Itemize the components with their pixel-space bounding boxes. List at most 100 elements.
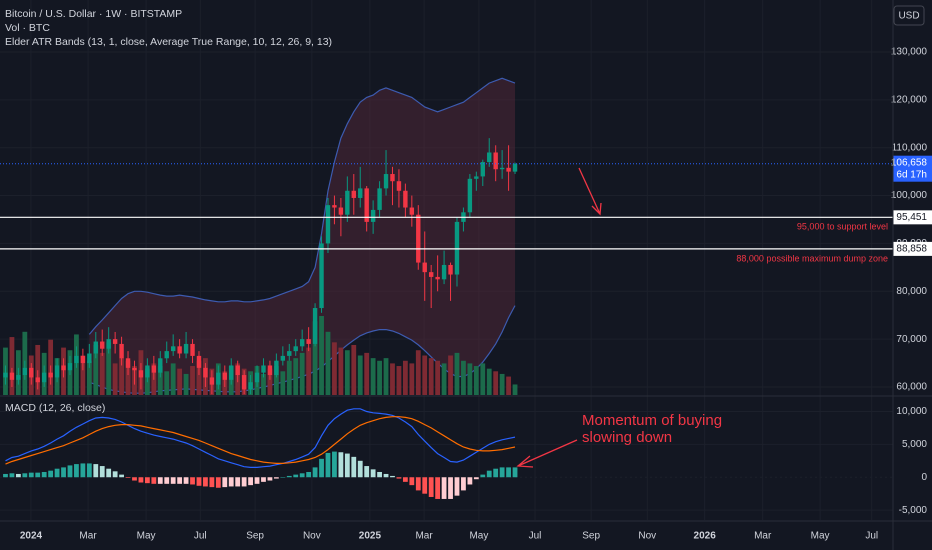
candle-body bbox=[241, 375, 247, 390]
histogram-bar bbox=[164, 477, 170, 484]
histogram-bar bbox=[170, 477, 176, 484]
x-tick-label: May bbox=[137, 531, 156, 542]
candle-body bbox=[119, 343, 124, 359]
level-tag bbox=[893, 241, 932, 256]
histogram-bar bbox=[80, 463, 86, 478]
volume-bar bbox=[480, 363, 486, 395]
histogram-bar bbox=[480, 474, 486, 478]
candle-body bbox=[474, 176, 479, 179]
y-tick-label: 100,000 bbox=[891, 190, 928, 201]
histogram-bar bbox=[473, 477, 479, 480]
macd-line bbox=[5, 408, 516, 468]
upper-band bbox=[88, 77, 516, 335]
y-tick-label: 110,000 bbox=[892, 142, 928, 153]
histogram-bar bbox=[351, 456, 357, 478]
volume-bar bbox=[119, 358, 124, 395]
histogram-bar bbox=[241, 477, 247, 487]
volume-bar bbox=[461, 360, 466, 395]
histogram-bar bbox=[196, 477, 202, 486]
histogram-bar bbox=[370, 469, 376, 478]
histogram-bar bbox=[28, 472, 34, 478]
volume-bar bbox=[357, 355, 363, 395]
histogram-bar bbox=[344, 453, 350, 478]
candle-body bbox=[454, 221, 460, 275]
candle-body bbox=[190, 343, 195, 356]
histogram-bar bbox=[493, 468, 499, 478]
candle-body bbox=[158, 358, 163, 373]
histogram-bar bbox=[512, 467, 518, 478]
current-price-label: 106,658 bbox=[891, 157, 928, 168]
candle-body bbox=[506, 167, 511, 172]
candle-body bbox=[345, 190, 350, 215]
volume-bar bbox=[170, 363, 176, 395]
currency-button[interactable] bbox=[893, 5, 925, 26]
candle-body bbox=[183, 343, 189, 354]
histogram-bar bbox=[338, 452, 344, 478]
candle-body bbox=[222, 372, 227, 380]
volume-bar bbox=[499, 373, 505, 395]
histogram-bar bbox=[441, 477, 447, 499]
histogram-bar bbox=[125, 477, 131, 478]
y-tick-label: 80,000 bbox=[896, 286, 927, 297]
histogram-bar bbox=[144, 477, 150, 484]
candle-body bbox=[67, 363, 73, 371]
histogram-bar bbox=[332, 451, 337, 478]
x-tick-label: Mar bbox=[415, 531, 433, 542]
volume-bar bbox=[370, 358, 376, 395]
x-tick-label: Nov bbox=[303, 531, 321, 542]
candle-body bbox=[422, 262, 427, 273]
candle-body bbox=[370, 209, 376, 222]
signal-line bbox=[5, 416, 516, 465]
candle-body bbox=[493, 152, 498, 170]
histogram-bar bbox=[499, 467, 505, 478]
x-tick-label: Jul bbox=[529, 531, 542, 542]
arrow bbox=[516, 167, 602, 468]
candle-body bbox=[170, 346, 176, 352]
histogram-bar bbox=[9, 473, 15, 478]
histogram-bar bbox=[448, 477, 453, 499]
candle-body bbox=[80, 355, 86, 364]
candle-body bbox=[106, 339, 111, 349]
histogram-bar bbox=[299, 473, 305, 478]
volume-bar bbox=[80, 355, 86, 395]
candle-body bbox=[145, 365, 150, 378]
volume-bar bbox=[125, 360, 131, 395]
candle-body bbox=[267, 365, 273, 376]
candle-body bbox=[390, 174, 395, 182]
currency[interactable]: USD bbox=[898, 11, 919, 22]
candle-body bbox=[383, 174, 389, 189]
candle-body bbox=[274, 360, 279, 376]
volume-bar bbox=[183, 373, 189, 395]
candle-body bbox=[9, 372, 15, 380]
volume-bar bbox=[93, 344, 99, 395]
x-tick-label: Sep bbox=[246, 531, 264, 542]
volume-bar bbox=[312, 321, 318, 395]
x-tick-label: Mar bbox=[754, 531, 772, 542]
candle-body bbox=[196, 355, 202, 368]
volume-bar bbox=[454, 352, 460, 395]
x-tick-label: 2024 bbox=[20, 531, 43, 542]
histogram-bar bbox=[209, 477, 215, 488]
volume-bar bbox=[506, 376, 511, 395]
volume-bar bbox=[512, 384, 518, 395]
candle-body bbox=[306, 339, 311, 344]
histogram-bar bbox=[267, 477, 273, 481]
histogram-bar bbox=[74, 464, 79, 478]
volume-bar bbox=[9, 337, 15, 395]
volume-bar bbox=[377, 360, 382, 395]
volume-bar bbox=[157, 366, 163, 395]
histogram-bar bbox=[119, 474, 124, 478]
candle-body bbox=[435, 276, 440, 280]
candle-body bbox=[48, 372, 53, 378]
y-tick-label: 70,000 bbox=[896, 334, 927, 345]
candle-body bbox=[358, 188, 363, 198]
histogram-bar bbox=[396, 477, 402, 479]
indicator-title: Elder ATR Bands (13, 1, close, Average T… bbox=[5, 36, 332, 48]
histogram-bar bbox=[41, 471, 47, 478]
candle-body bbox=[22, 367, 28, 376]
candle-body bbox=[125, 358, 131, 368]
histogram-bar bbox=[467, 477, 473, 485]
volume-bar bbox=[344, 350, 350, 395]
candle-body bbox=[338, 207, 344, 215]
volume-bar bbox=[422, 355, 428, 395]
